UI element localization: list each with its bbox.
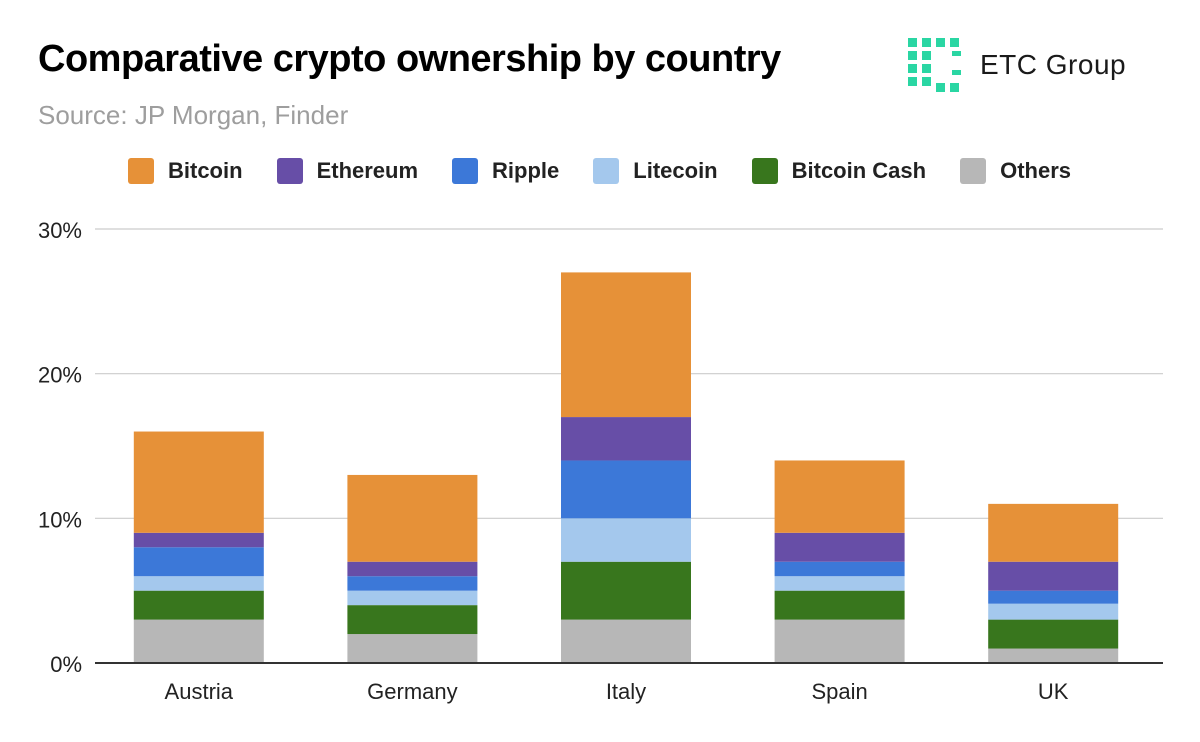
bar-segment-austria-ripple bbox=[133, 547, 264, 577]
logo-mark-block bbox=[922, 64, 931, 73]
y-tick-label: 0% bbox=[50, 652, 82, 677]
legend-label: Bitcoin Cash bbox=[791, 158, 927, 183]
logo-mark-block bbox=[952, 70, 961, 75]
legend-label: Bitcoin bbox=[168, 158, 243, 183]
stacked-bar-chart: 0% 10% 20% 30% Austria Germany Italy Spain UK bbox=[38, 218, 1163, 704]
logo-mark-block bbox=[922, 38, 931, 47]
bar-segment-germany-litecoin bbox=[347, 590, 478, 606]
legend-swatch bbox=[593, 158, 620, 184]
bar-segment-uk-ethereum bbox=[988, 561, 1119, 591]
bar-segment-spain-bitcoin-cash bbox=[774, 590, 905, 620]
logo-mark-block bbox=[908, 77, 917, 86]
legend-label: Litecoin bbox=[633, 158, 718, 183]
legend-item-ripple: Ripple bbox=[452, 158, 559, 184]
legend-item-others: Others bbox=[960, 158, 1071, 184]
x-tick-label: Germany bbox=[367, 679, 457, 704]
bar-segment-austria-ethereum bbox=[133, 532, 264, 548]
legend-swatch bbox=[128, 158, 154, 184]
logo-mark-block bbox=[952, 51, 961, 56]
legend-item-litecoin: Litecoin bbox=[593, 158, 718, 184]
y-tick-label: 20% bbox=[38, 363, 82, 388]
bar-segment-austria-others bbox=[133, 619, 264, 663]
x-tick-label: Italy bbox=[606, 679, 646, 704]
bar-segment-uk-bitcoin bbox=[988, 503, 1119, 562]
logo-mark-block bbox=[950, 83, 959, 92]
logo-mark-block bbox=[950, 38, 959, 47]
logo-mark-block bbox=[922, 51, 931, 60]
logo-mark-block bbox=[908, 64, 917, 73]
bar-segment-austria-bitcoin bbox=[133, 431, 264, 533]
chart-source: Source: JP Morgan, Finder bbox=[38, 100, 349, 130]
legend-item-ethereum: Ethereum bbox=[276, 158, 419, 184]
bar-segment-spain-ethereum bbox=[774, 532, 905, 562]
legend-label: Ripple bbox=[492, 158, 560, 183]
bar-segment-germany-ethereum bbox=[347, 561, 478, 577]
y-tick-label: 30% bbox=[38, 218, 82, 243]
bar-segment-italy-bitcoin bbox=[561, 272, 691, 418]
bar-segment-spain-bitcoin bbox=[774, 460, 905, 533]
logo-mark-block bbox=[936, 38, 945, 47]
logo-mark-block bbox=[908, 38, 917, 47]
chart-title: Comparative crypto ownership by country bbox=[38, 38, 781, 80]
bar-segment-spain-others bbox=[774, 619, 905, 663]
bar-segment-uk-ripple bbox=[988, 590, 1119, 604]
bar-segment-italy-ripple bbox=[561, 460, 691, 519]
x-tick-label: UK bbox=[1038, 679, 1069, 704]
bar-segment-italy-others bbox=[561, 619, 691, 663]
logo-mark-block bbox=[922, 77, 931, 86]
legend-swatch bbox=[960, 158, 987, 184]
logo-mark-block bbox=[908, 51, 917, 60]
bar-segment-uk-bitcoin-cash bbox=[988, 619, 1119, 649]
legend-label: Ethereum bbox=[316, 158, 419, 183]
bar-segment-austria-bitcoin-cash bbox=[133, 590, 264, 620]
etc-group-logo: ETC Group bbox=[908, 38, 1126, 92]
legend-item-bitcoin: Bitcoin bbox=[128, 158, 243, 184]
logo-text: ETC Group bbox=[980, 49, 1127, 80]
bar-segment-spain-litecoin bbox=[774, 576, 905, 591]
bar-segment-germany-ripple bbox=[347, 576, 478, 591]
bar-segment-austria-litecoin bbox=[133, 576, 264, 591]
bar-segment-germany-bitcoin bbox=[347, 474, 478, 562]
y-tick-label: 10% bbox=[38, 507, 82, 532]
bar-segment-italy-bitcoin-cash bbox=[561, 561, 691, 620]
x-tick-label: Spain bbox=[811, 679, 867, 704]
bar-segment-italy-litecoin bbox=[561, 518, 691, 562]
chart-legend: Bitcoin Ethereum Ripple Litecoin Bitcoin Cas… bbox=[128, 158, 1105, 184]
legend-swatch bbox=[452, 158, 479, 184]
bar-segment-uk-others bbox=[988, 648, 1119, 663]
legend-label: Others bbox=[1000, 158, 1072, 183]
logo-mark-block bbox=[936, 83, 945, 92]
bar-segment-spain-ripple bbox=[774, 561, 905, 577]
bar-segment-uk-litecoin bbox=[988, 603, 1119, 620]
x-tick-label: Austria bbox=[165, 679, 234, 704]
legend-swatch bbox=[751, 158, 778, 184]
bar-segment-germany-others bbox=[347, 634, 478, 663]
legend-swatch bbox=[276, 158, 303, 184]
bar-segment-italy-ethereum bbox=[561, 417, 691, 461]
etc-group-logo-icon bbox=[908, 38, 961, 92]
legend-item-bitcoin-cash: Bitcoin Cash bbox=[751, 158, 927, 184]
bar-segment-germany-bitcoin-cash bbox=[347, 605, 478, 635]
